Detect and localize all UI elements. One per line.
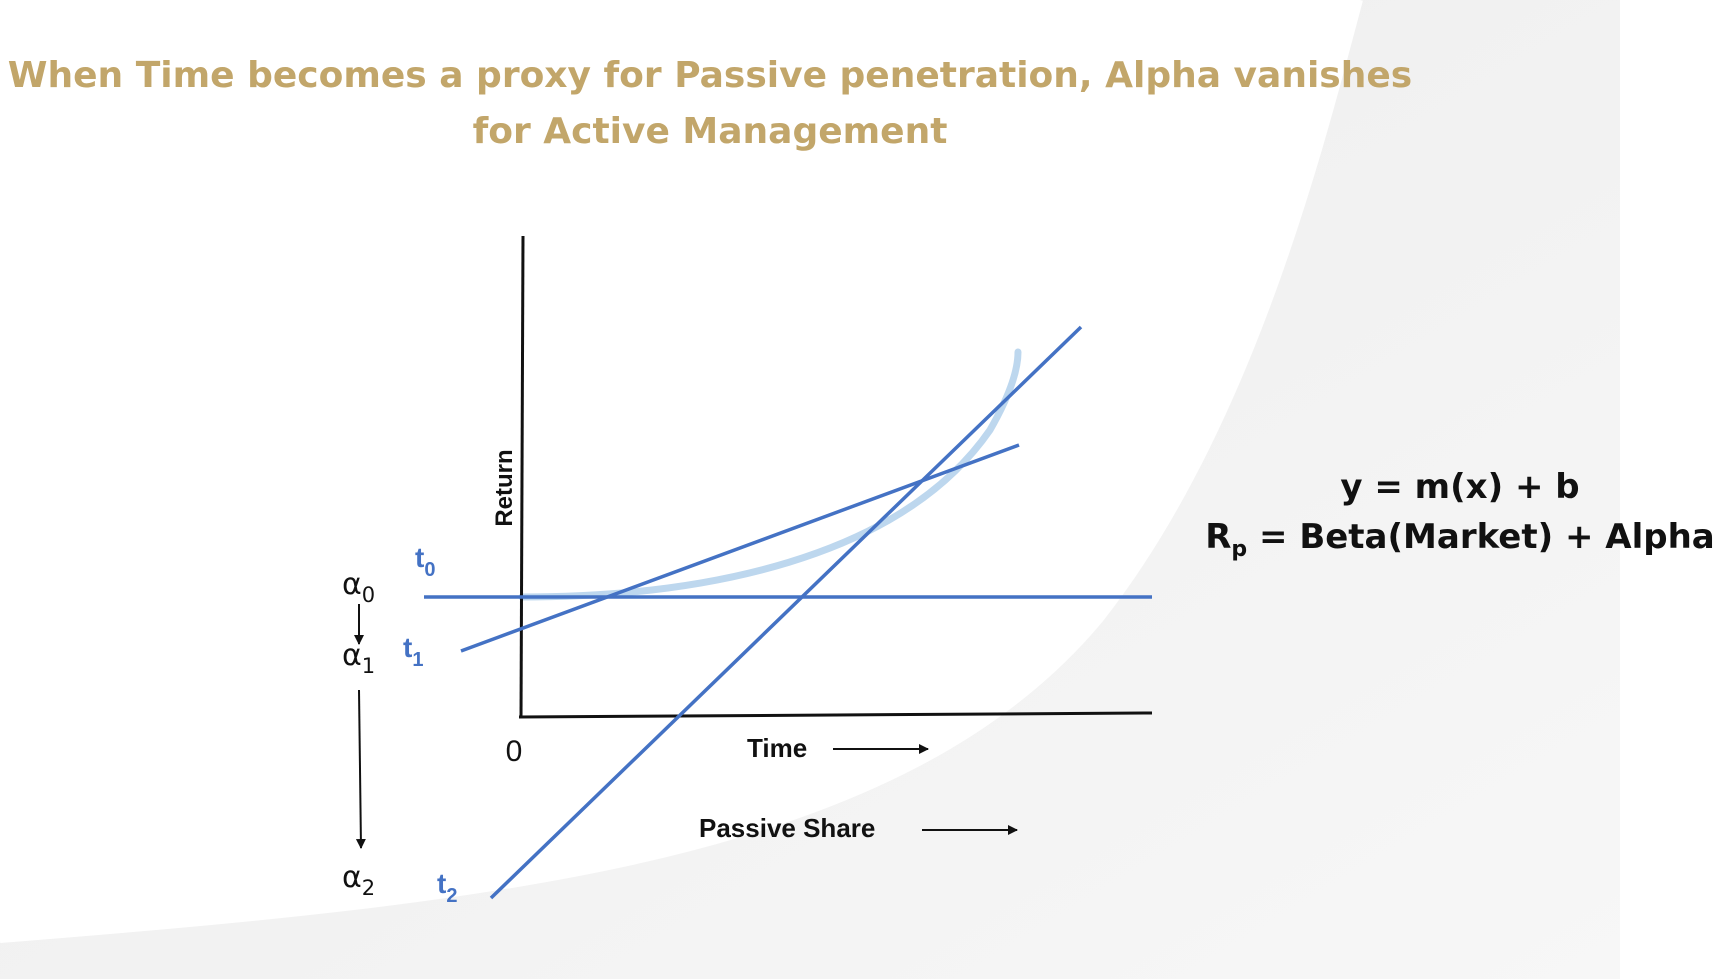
page-title: When Time becomes a proxy for Passive pe…: [0, 48, 1420, 160]
equation-rest: = Beta(Market) + Alpha: [1247, 517, 1715, 557]
alpha-label-1: α1: [342, 638, 375, 678]
line-label-t2: t2: [437, 868, 457, 907]
line-t2: [489, 325, 1083, 900]
equation-line: y = m(x) + b: [1340, 467, 1580, 507]
line-label-t1: t1: [403, 632, 423, 671]
y-axis-label: Return: [491, 449, 518, 526]
origin-label: 0: [506, 735, 523, 768]
alpha-label-0: α0: [342, 567, 375, 607]
line-t1: [460, 443, 1020, 653]
title-line-1: When Time becomes a proxy for Passive pe…: [7, 55, 1413, 96]
equations: y = m(x) + b Rp = Beta(Market) + Alpha: [1180, 462, 1729, 575]
x-axis-label-time: Time: [747, 733, 807, 763]
equation-r-subscript: p: [1231, 537, 1248, 562]
equation-r: R: [1205, 517, 1232, 557]
x-axis: [518, 711, 1153, 719]
y-axis: [519, 235, 525, 719]
alpha-label-2: α2: [342, 860, 375, 900]
x-axis-label-passive-share: Passive Share: [699, 813, 875, 843]
passive-return-curve: [518, 348, 1022, 601]
line-label-t0: t0: [415, 542, 435, 581]
title-line-2: for Active Management: [472, 111, 948, 152]
alpha-arrow-1-2: [355, 689, 366, 849]
equation-capm: Rp = Beta(Market) + Alpha: [1180, 512, 1729, 575]
